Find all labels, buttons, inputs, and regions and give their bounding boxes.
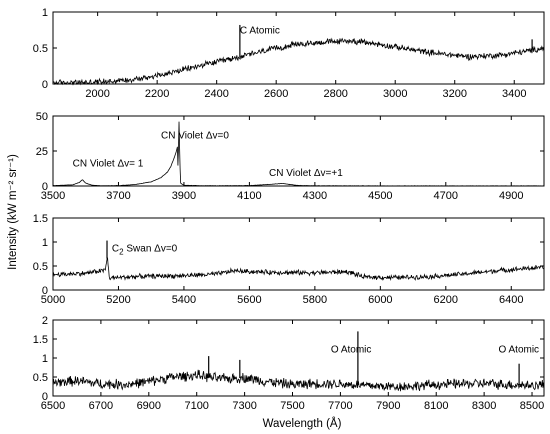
annotation-label: C2 Swan Δv=0 xyxy=(112,244,178,257)
x-tick-label: 5200 xyxy=(106,294,130,306)
y-tick-label: 25 xyxy=(36,146,48,158)
x-tick-label: 4900 xyxy=(499,190,523,202)
x-tick-label: 2600 xyxy=(264,88,288,100)
annotation-label: CN Violet Δv=0 xyxy=(161,130,229,141)
x-tick-label: 3400 xyxy=(502,88,526,100)
x-tick-label: 5600 xyxy=(237,294,261,306)
x-tick-label: 6700 xyxy=(89,400,113,412)
panel-3: 5000 5200 5400 5600 5800 6000 6200 6400 0 0.5 1 1.5… xyxy=(33,213,545,306)
x-tick-label: 5400 xyxy=(172,294,196,306)
x-tick-label: 8300 xyxy=(472,400,496,412)
y-tick-label: 0 xyxy=(42,285,48,297)
y-tick-label: 0 xyxy=(42,79,48,91)
x-tick-label: 7100 xyxy=(184,400,208,412)
annotation-label: CN Violet Δv=+1 xyxy=(269,168,343,179)
plot-frame xyxy=(52,11,545,85)
y-tick-label: 1.5 xyxy=(33,213,48,225)
x-tick-label: 2400 xyxy=(204,88,228,100)
x-tick-label: 3900 xyxy=(172,190,196,202)
x-tick-label: 3000 xyxy=(383,88,407,100)
panel-2: 3500 3700 3900 4100 4300 4500 4700 4900 0 25 50 CN … xyxy=(36,111,545,202)
y-tick-label: 1.5 xyxy=(33,334,48,346)
y-tick-label: 0.5 xyxy=(33,372,48,384)
spectrum-line-1 xyxy=(52,37,545,86)
x-tick-label: 6500 xyxy=(41,400,65,412)
y-tick-label: 0 xyxy=(42,181,48,193)
plot-frame xyxy=(52,217,545,291)
x-tick-label: 8500 xyxy=(520,400,544,412)
x-tick-label: 2200 xyxy=(145,88,169,100)
y-tick-label: 0 xyxy=(42,391,48,403)
x-axis-title: Wavelength (Å) xyxy=(263,417,342,430)
x-tick-label: 6900 xyxy=(137,400,161,412)
annotation-label: O Atomic xyxy=(331,344,372,355)
x-tick-label: 6400 xyxy=(499,294,523,306)
annotation-label: C Atomic xyxy=(240,26,280,37)
x-tick-label: 3700 xyxy=(106,190,130,202)
y-tick-label: 50 xyxy=(36,111,48,123)
x-tick-label: 6200 xyxy=(434,294,458,306)
y-tick-label: 1 xyxy=(42,353,48,365)
x-tick-label: 7500 xyxy=(280,400,304,412)
y-tick-label: 0.5 xyxy=(33,261,48,273)
y-tick-label: 1 xyxy=(42,237,48,249)
spectrum-line-2 xyxy=(52,121,545,187)
x-tick-label: 5800 xyxy=(303,294,327,306)
x-tick-label: 7300 xyxy=(232,400,256,412)
y-axis-title: Intensity (kW m⁻² sr⁻¹) xyxy=(7,154,19,270)
y-tick-label: 2 xyxy=(42,315,48,327)
x-tick-label: 4100 xyxy=(237,190,261,202)
x-tick-label: 2000 xyxy=(85,88,109,100)
x-tick-label: 3200 xyxy=(442,88,466,100)
spectrum-line-3 xyxy=(52,257,545,281)
y-tick-label: 0.5 xyxy=(33,43,48,55)
y-tick-label: 1 xyxy=(42,7,48,19)
x-tick-label: 5000 xyxy=(41,294,65,306)
x-tick-label: 3500 xyxy=(41,190,65,202)
x-tick-label: 4300 xyxy=(303,190,327,202)
panel-1: 2000 2200 2400 2600 2800 3000 3200 3400 0 0.5 1 C A… xyxy=(33,7,545,100)
annotation-label: O Atomic xyxy=(498,344,539,355)
annotation-label: CN Violet Δv= 1 xyxy=(73,158,144,169)
spectrum-line-4 xyxy=(52,369,545,392)
x-tick-label: 6000 xyxy=(368,294,392,306)
x-tick-label: 2800 xyxy=(323,88,347,100)
x-tick-label: 4500 xyxy=(368,190,392,202)
x-tick-label: 8100 xyxy=(424,400,448,412)
x-tick-label: 4700 xyxy=(434,190,458,202)
panel-4: 6500 6700 6900 7100 7300 7500 7700 7900 8100 8300… xyxy=(33,315,545,412)
x-tick-label: 7700 xyxy=(328,400,352,412)
x-tick-label: 7900 xyxy=(376,400,400,412)
